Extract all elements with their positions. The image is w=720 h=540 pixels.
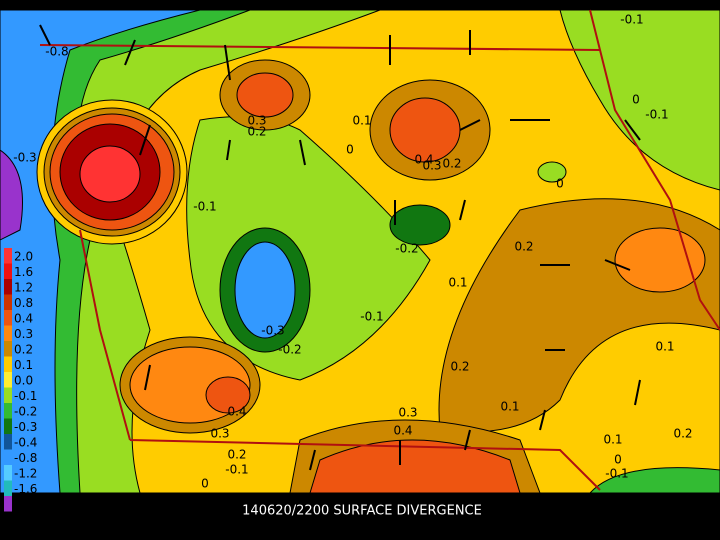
contour-label: -0.1 <box>620 13 643 27</box>
contour-label: 0.2 <box>227 448 246 462</box>
contour-label: 0.3 <box>210 427 229 441</box>
map-field <box>0 9 720 494</box>
legend-swatch <box>4 449 12 465</box>
legend-label: 0.3 <box>14 327 33 341</box>
legend-label: 0.4 <box>14 312 33 326</box>
contour-label: -0.1 <box>193 200 216 214</box>
contour-label: 0 <box>632 93 640 107</box>
contour-label: 0.4 <box>414 153 433 167</box>
contour-label: 0 <box>346 143 354 157</box>
contour-label: -0.1 <box>605 467 628 481</box>
contour-label: 0.4 <box>393 424 412 438</box>
legend-swatch <box>4 310 12 326</box>
contour-label: -0.2 <box>278 343 301 357</box>
legend-label: -0.2 <box>14 405 37 419</box>
legend-label: -0.1 <box>14 389 37 403</box>
contour-label: 0.3 <box>247 114 266 128</box>
legend-swatch <box>4 387 12 403</box>
contour-label: -0.3 <box>13 151 36 165</box>
contour-label: 0.1 <box>448 276 467 290</box>
legend-swatch <box>4 248 12 264</box>
legend-swatch <box>4 480 12 496</box>
legend-label: 1.2 <box>14 281 33 295</box>
legend-swatch <box>4 496 12 512</box>
legend-swatch <box>4 356 12 372</box>
contour-label: 0.3 <box>398 406 417 420</box>
contour-label: 0.1 <box>655 340 674 354</box>
contour-label: 0 <box>201 477 209 491</box>
legend-label: -2.0 <box>14 498 37 512</box>
legend-swatch <box>4 434 12 450</box>
legend-label: 0.1 <box>14 358 33 372</box>
contour-label: -0.1 <box>360 310 383 324</box>
legend-label: 2.0 <box>14 250 33 264</box>
legend-label: -0.4 <box>14 436 37 450</box>
legend-label: 0.2 <box>14 343 33 357</box>
contour-label: -0.3 <box>261 324 284 338</box>
contour-label: 0 <box>614 453 622 467</box>
contour-label: 0 <box>556 177 564 191</box>
contour-label: -0.1 <box>225 463 248 477</box>
legend-label: -0.8 <box>14 451 37 465</box>
contour-label: -0.8 <box>45 45 68 59</box>
contour-label: 0.2 <box>514 240 533 254</box>
legend-swatch <box>4 372 12 388</box>
legend-swatch <box>4 341 12 357</box>
contour-label: 0.2 <box>442 157 461 171</box>
legend-swatch <box>4 294 12 310</box>
legend-swatch <box>4 403 12 419</box>
contour-label: 0.1 <box>352 114 371 128</box>
legend-swatch <box>4 263 12 279</box>
contour-label: 0.3 <box>422 159 441 173</box>
contour-label: 0.2 <box>247 125 266 139</box>
legend-label: 0.8 <box>14 296 33 310</box>
contour-label: -0.1 <box>645 108 668 122</box>
legend-label: 1.6 <box>14 265 33 279</box>
legend-swatch <box>4 279 12 295</box>
legend-label: -1.6 <box>14 482 37 496</box>
legend-swatch <box>4 325 12 341</box>
legend-label: -1.2 <box>14 467 37 481</box>
legend-swatch <box>4 418 12 434</box>
contour-label: 0.2 <box>450 360 469 374</box>
contour-label: 0.1 <box>603 433 622 447</box>
legend-swatch <box>4 465 12 481</box>
map-title: 140620/2200 SURFACE DIVERGENCE <box>242 504 482 519</box>
contour-label: -0.2 <box>395 242 418 256</box>
contour-labels: -0.10-0.1-0.80.30.20.100.40.3 0.2-0.1-0.2… <box>13 13 692 491</box>
contour-label: 0.4 <box>227 405 246 419</box>
contour-label: 0.1 <box>500 400 519 414</box>
legend-label: 0.0 <box>14 374 33 388</box>
contour-label: 0.2 <box>673 427 692 441</box>
legend: 2.01.6 1.20.8 0.40.3 0.20.1 0.0-0.1 -0.2-0.3 -… <box>4 248 37 512</box>
legend-label: -0.3 <box>14 420 37 434</box>
